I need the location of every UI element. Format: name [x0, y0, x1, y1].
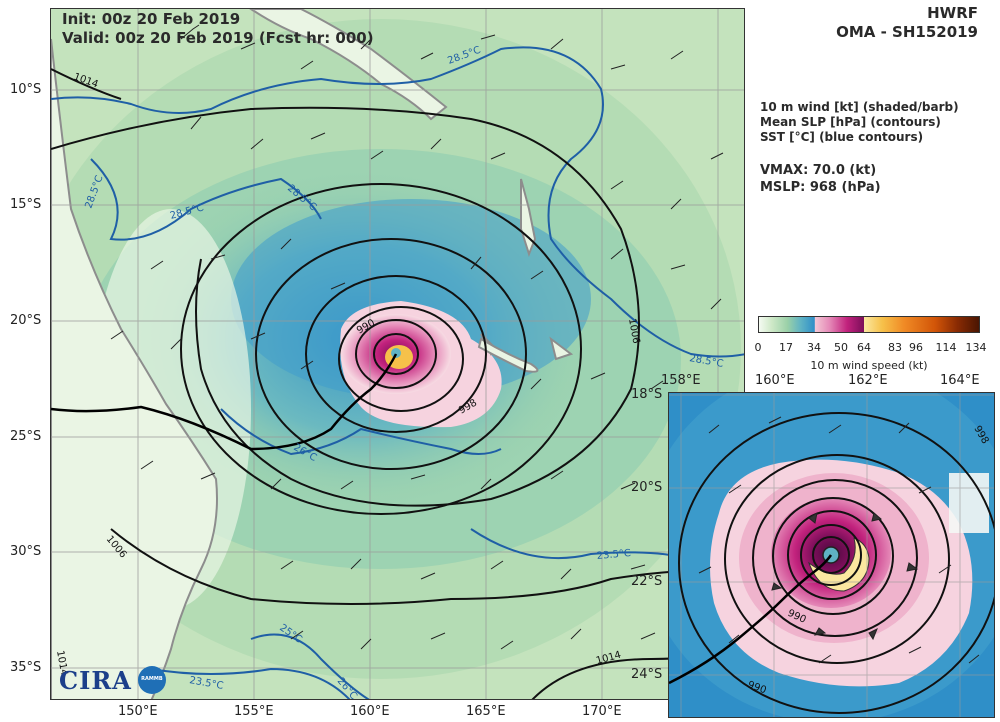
sst-contours: [51, 46, 744, 699]
colorbar-tick: 64: [857, 341, 871, 354]
png-coast: [249, 9, 448, 121]
legend-wind: 10 m wind [kt] (shaded/barb): [760, 100, 959, 114]
lon-label: 160°E: [350, 704, 390, 719]
slp-label: 1006: [626, 318, 641, 345]
lat-label: 25°S: [10, 429, 42, 444]
inset-lat-label: 22°S: [631, 574, 663, 589]
cira-logo: CIRA RAMMB: [59, 665, 166, 695]
lat-label: 10°S: [10, 82, 42, 97]
new-caledonia: [477, 337, 539, 373]
colorbar-tick: 96: [909, 341, 923, 354]
colorbar-gradient: [759, 317, 979, 332]
inset-storm-track: [669, 554, 833, 685]
lon-label: 150°E: [118, 704, 158, 719]
legend-block: 10 m wind [kt] (shaded/barb) Mean SLP [h…: [760, 100, 959, 196]
colorbar-ticks: 0 17 34 50 64 83 96 114 134: [754, 341, 987, 355]
inset-eyewall-yellow: [807, 537, 870, 592]
wind-field-band: [231, 199, 591, 399]
colorbar-tick: 17: [779, 341, 793, 354]
colorbar-tick: 0: [754, 341, 762, 354]
init-time-label: Init: 00z 20 Feb 2019: [62, 10, 241, 28]
inset-lat-label: 20°S: [631, 480, 663, 495]
colorbar-tick: 50: [834, 341, 848, 354]
slp-label: 1014: [54, 650, 69, 677]
lon-label: 170°E: [582, 704, 622, 719]
storm-id: OMA - SH152019: [836, 23, 978, 41]
colorbar: [758, 316, 980, 333]
inset-lon-label: 160°E: [755, 373, 795, 388]
lat-label: 15°S: [10, 197, 42, 212]
inset-lon-label: 164°E: [940, 373, 980, 388]
rammb-logo-text: RAMMB: [141, 676, 163, 682]
colorbar-tick: 114: [935, 341, 957, 354]
lon-label: 155°E: [234, 704, 274, 719]
lon-label: 165°E: [466, 704, 506, 719]
main-map: 1014 1006 1006 990 998 1014 1014 28.5°C …: [50, 8, 745, 700]
main-map-canvas: 1014 1006 1006 990 998 1014 1014 28.5°C …: [51, 9, 744, 699]
colorbar-tick: 134: [965, 341, 987, 354]
model-name: HWRF: [927, 4, 978, 22]
lat-label: 30°S: [10, 544, 42, 559]
colorbar-tick: 34: [807, 341, 821, 354]
storm-track: [51, 353, 398, 451]
sst-label: 23.5°C: [596, 548, 631, 562]
mslp-value: MSLP: 968 (hPa): [760, 180, 881, 195]
inset-lat-label: 18°S: [631, 387, 663, 402]
lat-label: 35°S: [10, 660, 42, 675]
inset-white-land: [949, 473, 989, 533]
inset-lon-label: 162°E: [848, 373, 888, 388]
lat-label: 20°S: [10, 313, 42, 328]
vmax-value: VMAX: 70.0 (kt): [760, 163, 877, 178]
inset-lat-label: 24°S: [631, 667, 663, 682]
inset-lon-label: 158°E: [661, 373, 701, 388]
legend-sst: SST [°C] (blue contours): [760, 130, 924, 144]
storm-eye: [391, 348, 401, 358]
legend-slp: Mean SLP [hPa] (contours): [760, 115, 941, 129]
cira-logo-text: CIRA: [59, 665, 132, 695]
colorbar-label: 10 m wind speed (kt): [810, 359, 928, 372]
slp-contours: [51, 68, 744, 699]
valid-time-label: Valid: 00z 20 Feb 2019 (Fcst hr: 000): [62, 29, 374, 47]
wind-barbs: [110, 24, 724, 650]
colorbar-tick: 83: [888, 341, 902, 354]
inset-slp-contours: [678, 412, 994, 714]
rammb-logo-icon: RAMMB: [137, 666, 166, 694]
inset-map: 990 990 998: [668, 392, 995, 718]
inset-map-canvas: 990 990 998: [669, 393, 994, 717]
inset-wind-barbs: [698, 416, 980, 664]
